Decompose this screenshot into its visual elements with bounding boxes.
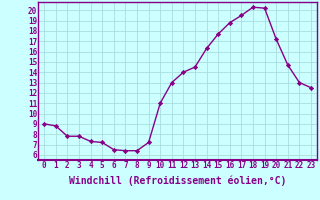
X-axis label: Windchill (Refroidissement éolien,°C): Windchill (Refroidissement éolien,°C) [69, 176, 286, 186]
